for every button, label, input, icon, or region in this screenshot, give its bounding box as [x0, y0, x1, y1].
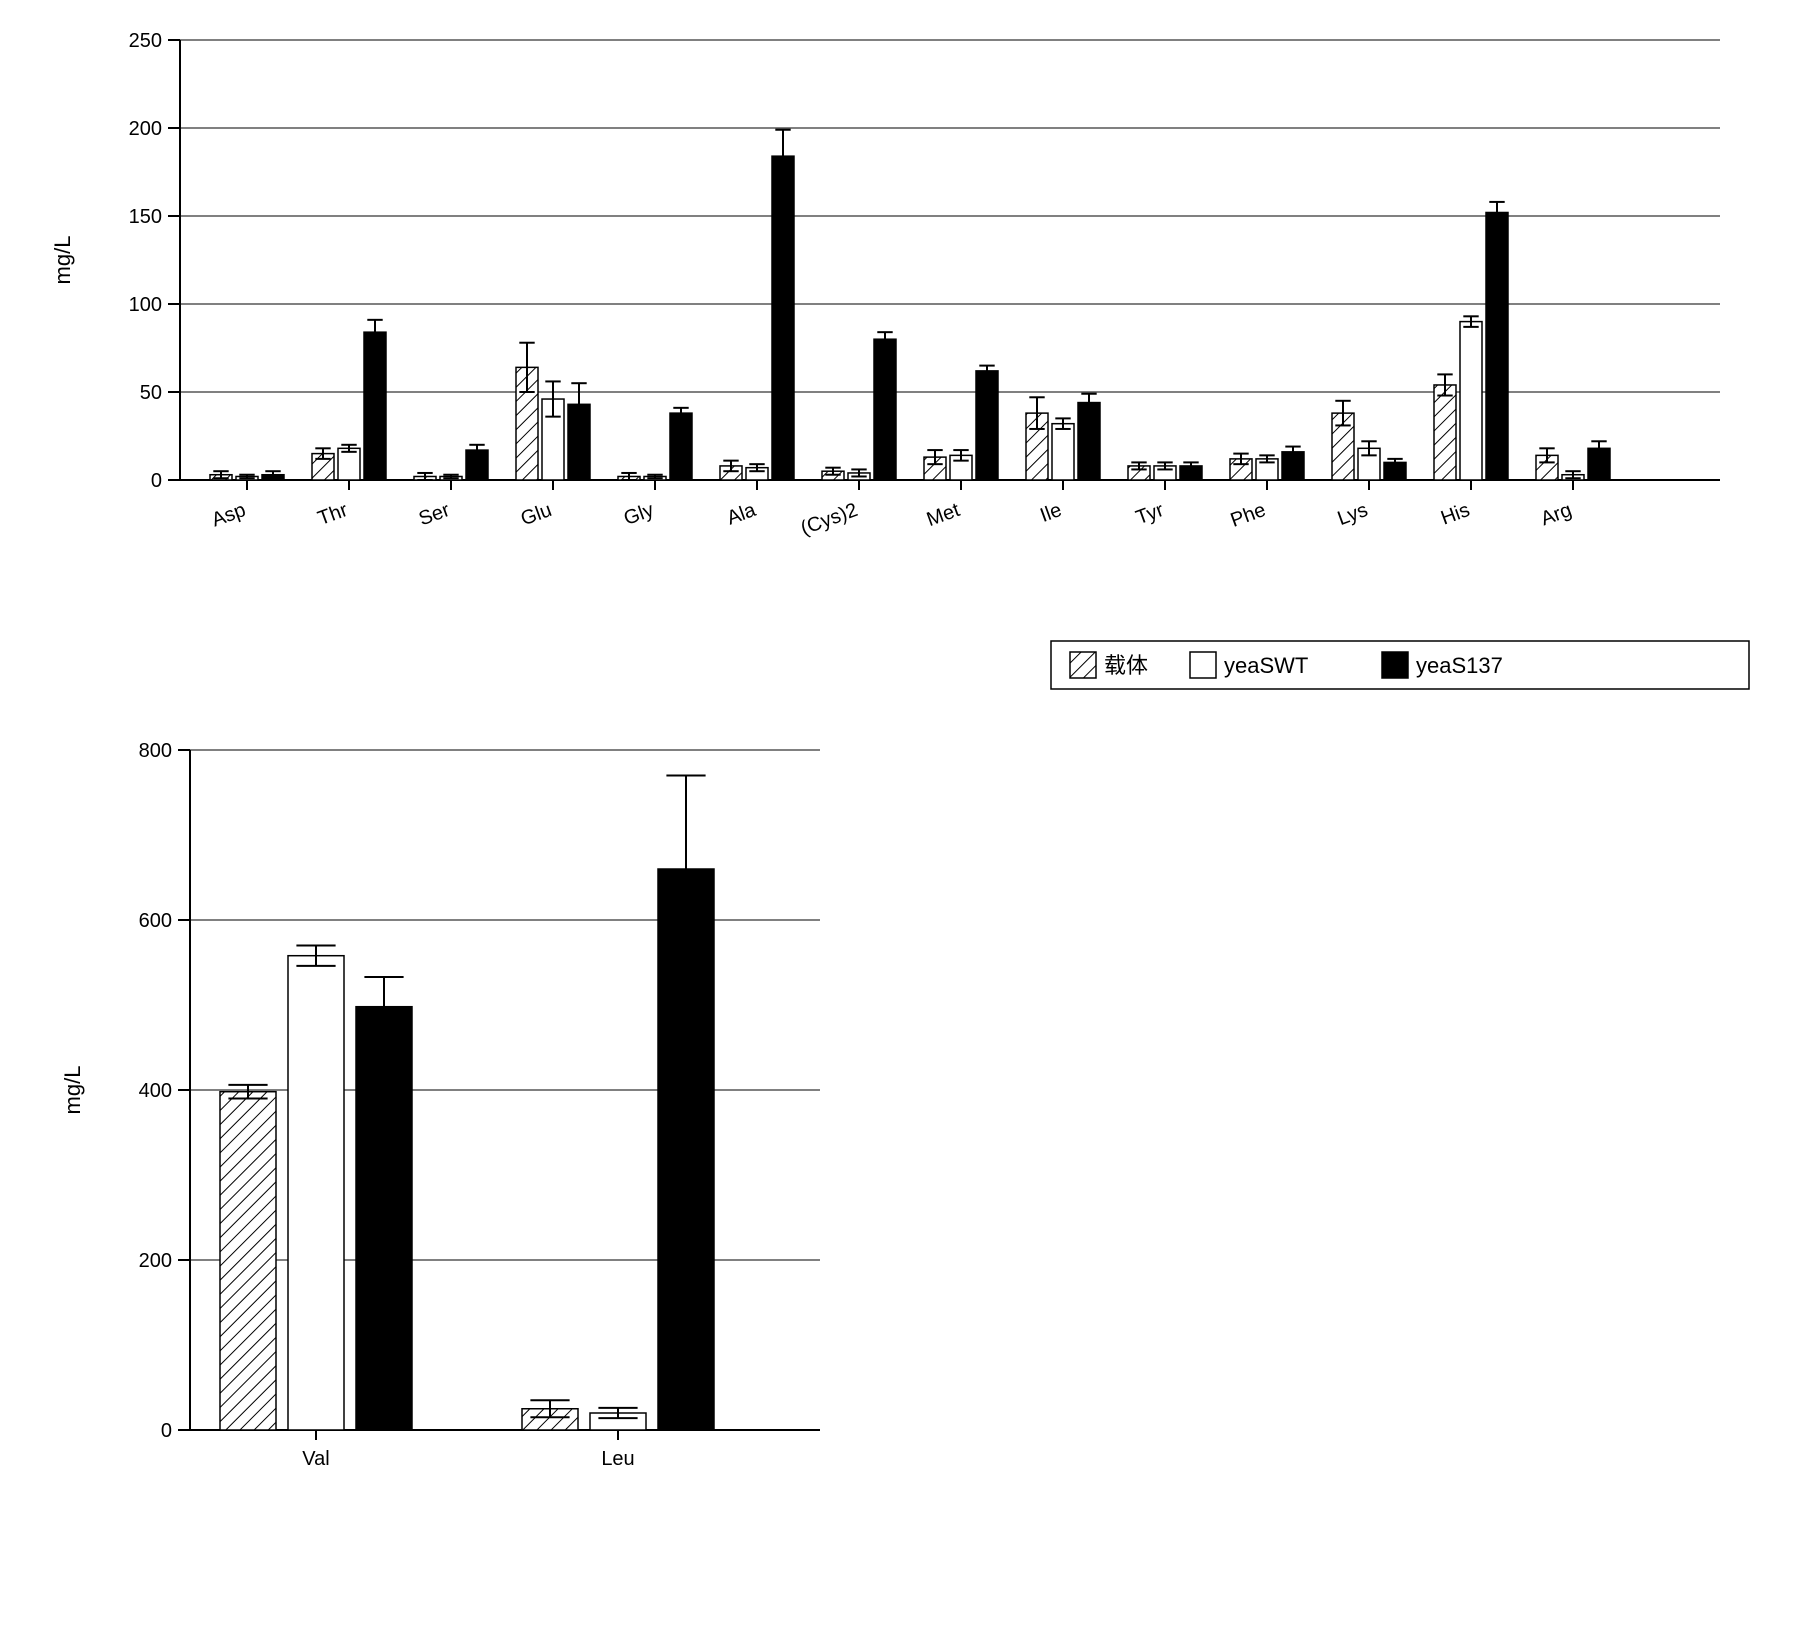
bar	[356, 1007, 412, 1430]
legend-label: yeaSWT	[1224, 653, 1308, 678]
x-category-label: His	[1438, 499, 1473, 530]
x-category-label: Ile	[1037, 499, 1064, 527]
bar	[976, 371, 998, 480]
x-category-label: Leu	[601, 1448, 634, 1470]
bar	[338, 448, 360, 480]
ytick-label: 0	[161, 1420, 172, 1442]
ytick-label: 0	[151, 470, 162, 492]
legend-swatch-icon	[1190, 652, 1216, 678]
x-category-label: Gly	[621, 499, 657, 530]
bar	[670, 413, 692, 480]
ytick-label: 800	[139, 740, 172, 762]
y-axis-label: mg/L	[60, 1066, 85, 1115]
legend-label: 载体	[1104, 653, 1148, 678]
chart-bottom: 0 200 400 600 800 mg/L Val Leu	[20, 730, 1797, 1630]
bar	[1460, 322, 1482, 480]
ytick-label: 100	[129, 294, 162, 316]
x-category-label: Arg	[1538, 499, 1575, 530]
y-axis-label: mg/L	[50, 236, 75, 285]
bar	[874, 339, 896, 480]
legend: 载体 yeaSWT yeaS137	[1050, 640, 1750, 690]
ytick-label: 250	[129, 30, 162, 52]
chart-top: 0 50 100 150 200 250 mg/L Asp Thr Ser Glu Gly Ala (Cy…	[20, 20, 1797, 700]
legend-swatch-icon	[1070, 652, 1096, 678]
x-category-label: Asp	[209, 499, 249, 531]
bar	[1434, 385, 1456, 480]
x-category-label: Ser	[416, 499, 453, 530]
x-category-label: Ala	[724, 499, 760, 530]
x-category-label: Thr	[315, 499, 351, 530]
x-category-label: (Cys)2	[798, 499, 861, 540]
figure-root: 0 50 100 150 200 250 mg/L Asp Thr Ser Glu Gly Ala (Cy…	[20, 20, 1797, 1630]
x-category-label: Lys	[1335, 499, 1371, 530]
ytick-label: 200	[139, 1250, 172, 1272]
bar	[1078, 403, 1100, 480]
ytick-label: 150	[129, 206, 162, 228]
bar	[220, 1092, 276, 1430]
ytick-label: 50	[140, 382, 162, 404]
x-category-label: Met	[924, 499, 963, 531]
x-category-label: Val	[302, 1448, 329, 1470]
ytick-label: 200	[129, 118, 162, 140]
bar-chart: 0 200 400 600 800 mg/L Val Leu	[20, 730, 840, 1630]
bar	[1486, 212, 1508, 480]
ytick-label: 600	[139, 910, 172, 932]
x-category-label: Phe	[1228, 499, 1269, 532]
x-category-label: Glu	[518, 499, 555, 530]
x-category-label: Tyr	[1133, 499, 1167, 529]
legend-label: yeaS137	[1416, 653, 1503, 678]
bar	[288, 956, 344, 1430]
bar	[364, 332, 386, 480]
legend-swatch-icon	[1382, 652, 1408, 678]
bar	[772, 156, 794, 480]
bar-chart: 0 50 100 150 200 250 mg/L Asp Thr Ser Glu Gly Ala (Cy…	[20, 20, 1740, 700]
bar	[1052, 424, 1074, 480]
ytick-label: 400	[139, 1080, 172, 1102]
